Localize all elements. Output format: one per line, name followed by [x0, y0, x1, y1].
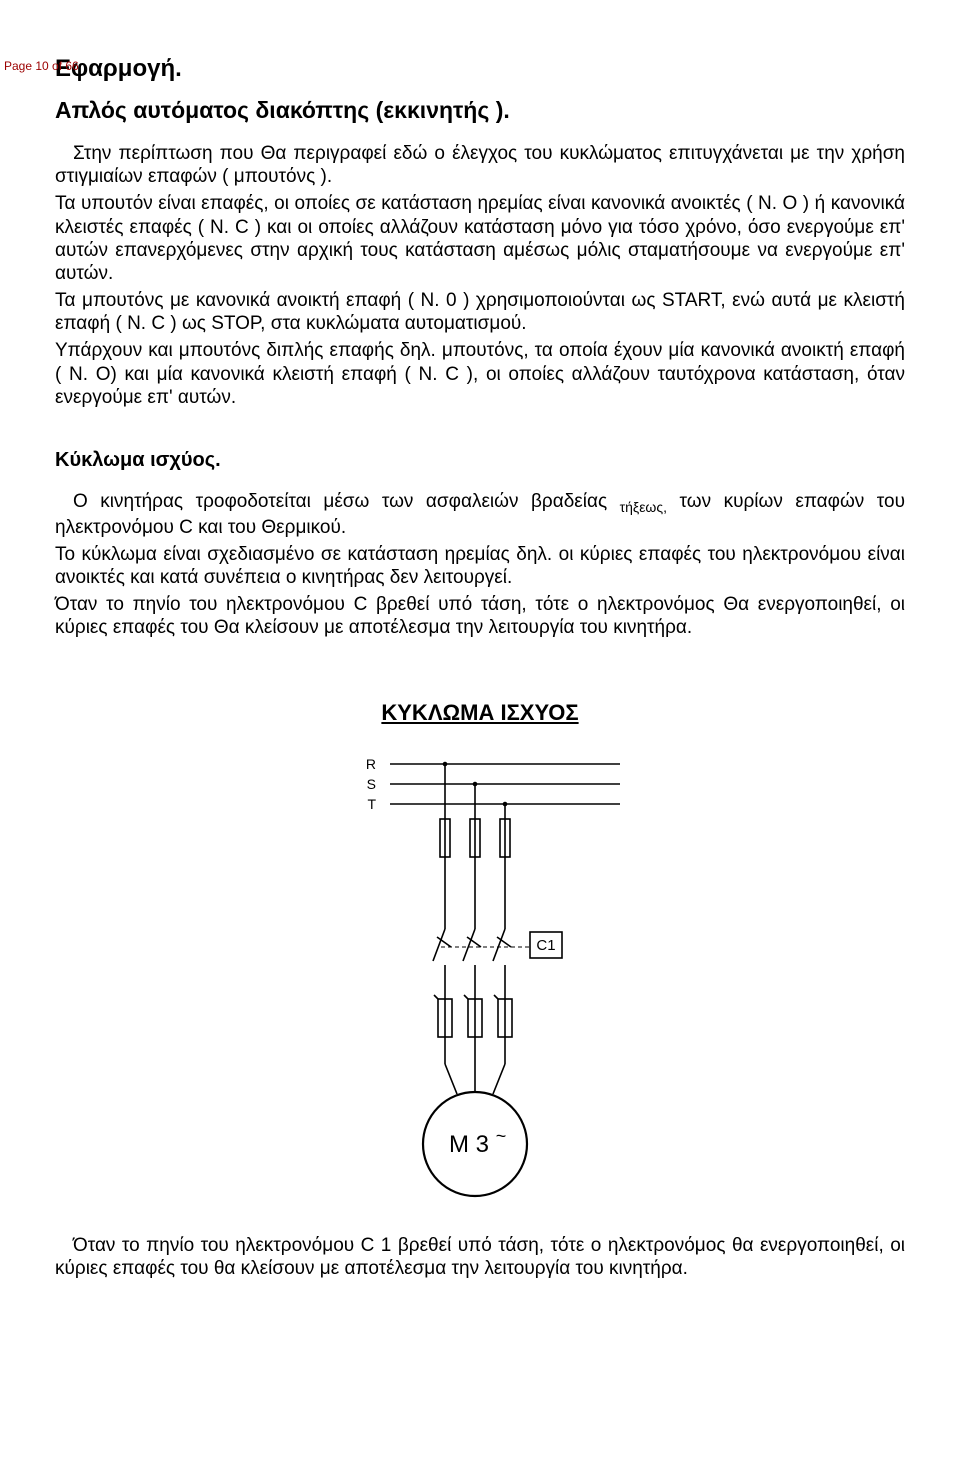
power-p2: Το κύκλωμα είναι σχεδιασμένο σε κατάστασ… — [55, 543, 905, 589]
footer-paragraph-block: Όταν το πηνίο του ηλεκτρονόμου C 1 βρεθε… — [55, 1234, 905, 1280]
svg-text:S: S — [367, 776, 376, 792]
intro-p3: Τα μπουτόνς με κανονικά ανοικτή επαφή ( … — [55, 289, 905, 335]
power-p1a: Ο κινητήρας τροφοδοτείται μέσω των ασφαλ… — [73, 491, 620, 512]
intro-p2: Τα υπουτόν είναι επαφές, οι οποίες σε κα… — [55, 192, 905, 285]
diagram-title: ΚΥΚΛΩΜΑ ΙΣΧΥΟΣ — [381, 700, 578, 726]
svg-text:T: T — [367, 796, 376, 812]
heading-application: Εφαρμογή. — [55, 55, 905, 83]
document-page: Page 10 of 66 Εφαρμογή. Απλός αυτόματος … — [0, 55, 960, 1458]
circuit-svg: RST C1 M 3 ~ — [330, 744, 630, 1204]
footer-paragraph: Όταν το πηνίο του ηλεκτρονόμου C 1 βρεθε… — [55, 1234, 905, 1280]
power-circuit-diagram: ΚΥΚΛΩΜΑ ΙΣΧΥΟΣ RST C1 M 3 ~ — [55, 700, 905, 1204]
svg-text:M 3: M 3 — [449, 1131, 489, 1158]
page-number: Page 10 of 66 — [4, 59, 79, 73]
section-power-circuit-title: Κύκλωμα ισχύος. — [55, 449, 905, 472]
svg-text:R: R — [366, 756, 376, 772]
intro-p4: Υπάρχουν και μπουτόνς διπλής επαφής δηλ.… — [55, 339, 905, 409]
power-p1-sub: τήξεως, — [620, 499, 667, 515]
intro-p1: Στην περίπτωση που Θα περιγραφεί εδώ ο έ… — [55, 142, 905, 188]
power-p1: Ο κινητήρας τροφοδοτείται μέσω των ασφαλ… — [55, 490, 905, 539]
power-p3: Όταν το πηνίο του ηλεκτρονόμου C βρεθεί … — [55, 593, 905, 639]
svg-text:~: ~ — [496, 1126, 507, 1146]
intro-block: Στην περίπτωση που Θα περιγραφεί εδώ ο έ… — [55, 142, 905, 409]
heading-subtitle: Απλός αυτόματος διακόπτης (εκκινητής ). — [55, 97, 905, 124]
svg-text:C1: C1 — [536, 937, 555, 954]
power-circuit-block: Ο κινητήρας τροφοδοτείται μέσω των ασφαλ… — [55, 490, 905, 640]
